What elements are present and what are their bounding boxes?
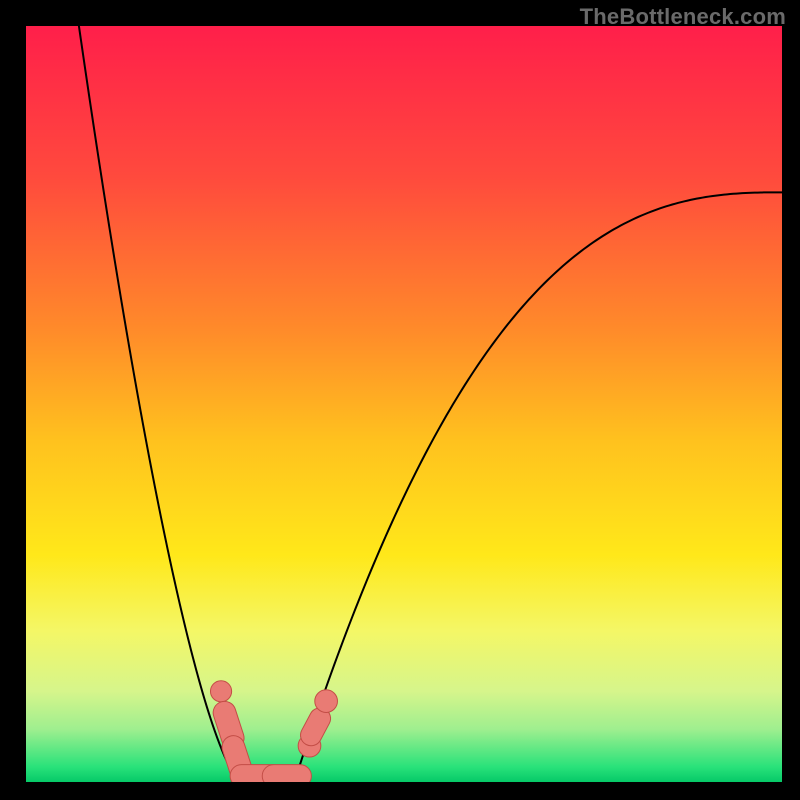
- figure-root: TheBottleneck.com: [0, 0, 800, 800]
- marker-dot: [315, 690, 338, 713]
- gradient-plot: [0, 0, 800, 800]
- watermark-label: TheBottleneck.com: [580, 4, 786, 30]
- marker-dot: [210, 681, 231, 702]
